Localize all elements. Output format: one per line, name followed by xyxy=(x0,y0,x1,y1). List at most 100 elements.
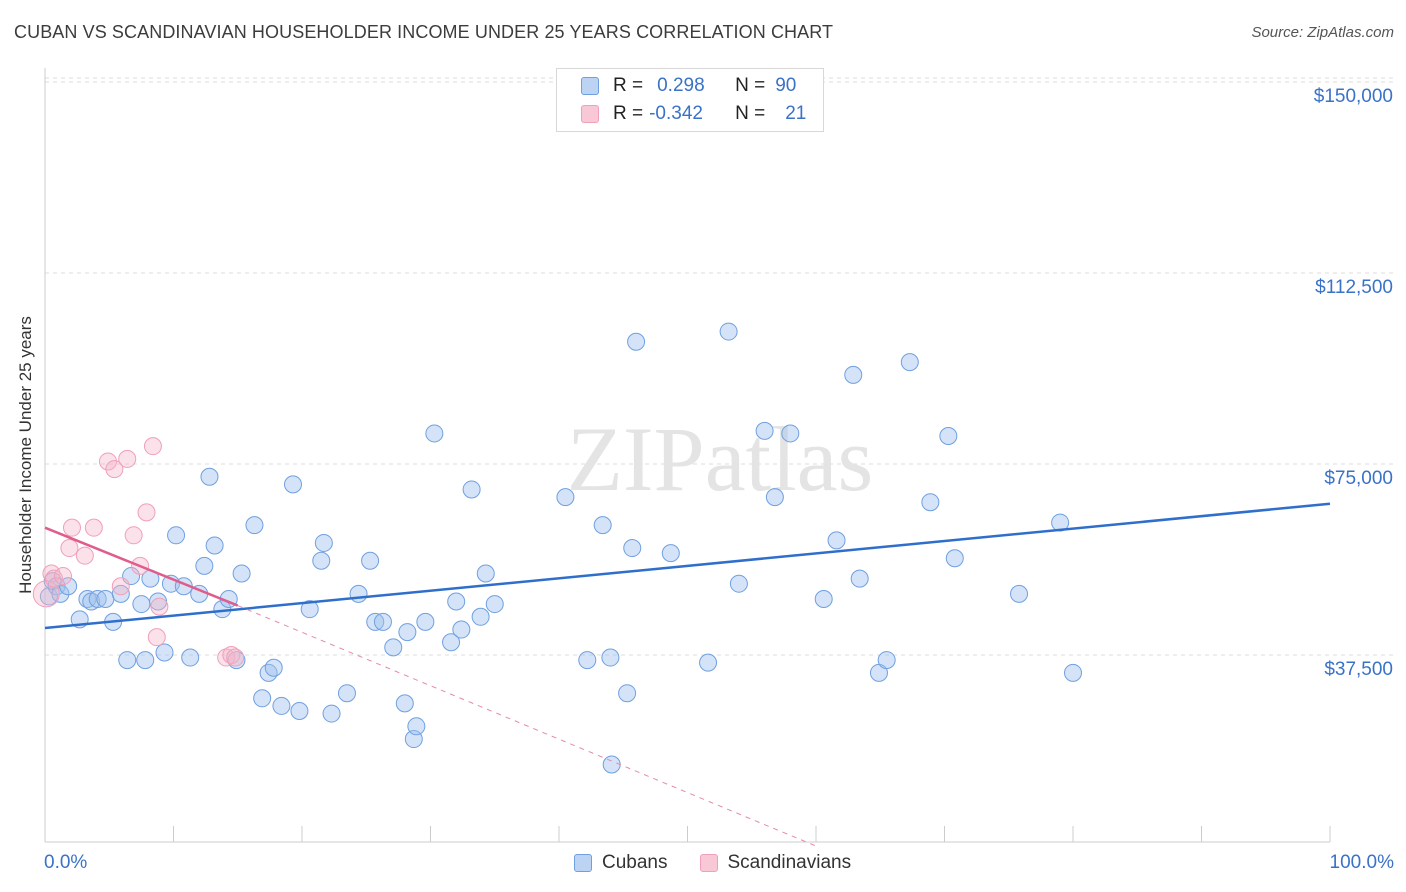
cuban-point xyxy=(471,607,490,626)
cuban-point xyxy=(39,587,58,606)
trend-lines xyxy=(44,502,1331,847)
cuban-point xyxy=(132,595,151,614)
cuban-point xyxy=(337,684,356,703)
cuban-point xyxy=(407,717,426,736)
cuban-point xyxy=(452,620,471,639)
chart-title: CUBAN VS SCANDINAVIAN HOUSEHOLDER INCOME… xyxy=(14,22,834,42)
cuban-point xyxy=(51,584,70,603)
r-value: 0.298 xyxy=(657,75,705,96)
cuban-point xyxy=(699,653,718,672)
cuban-point xyxy=(578,651,597,670)
scandinavian-point xyxy=(62,518,81,537)
cuban-point xyxy=(259,663,278,682)
scandinavian-point xyxy=(105,460,124,479)
cuban-point xyxy=(205,536,224,555)
watermark: ZIPatlas xyxy=(567,408,874,510)
scandinavians-trend-extension xyxy=(237,605,817,847)
cuban-point xyxy=(195,556,214,575)
legend-label: Scandinavians xyxy=(727,852,852,873)
scandinavian-point xyxy=(118,449,137,468)
cuban-point xyxy=(556,488,575,507)
n-label: N = xyxy=(735,75,766,96)
cuban-point xyxy=(272,696,291,715)
cuban-point xyxy=(373,612,392,631)
cuban-point xyxy=(442,633,461,652)
cuban-point xyxy=(284,475,303,494)
cuban-point xyxy=(111,584,130,603)
scandinavian-point xyxy=(147,628,166,647)
cuban-point xyxy=(88,589,107,608)
cuban-point xyxy=(877,651,896,670)
blue-swatch-icon xyxy=(581,77,599,95)
cuban-point xyxy=(719,322,738,341)
cuban-point xyxy=(765,488,784,507)
cuban-point xyxy=(814,589,833,608)
cuban-point xyxy=(366,612,385,631)
scandinavian-point xyxy=(75,546,94,565)
cuban-point xyxy=(755,421,774,440)
scandinavian-point xyxy=(84,518,103,537)
cuban-point xyxy=(96,589,115,608)
cuban-point xyxy=(827,531,846,550)
axes xyxy=(44,68,1331,843)
scandinavian-point xyxy=(124,526,143,545)
cuban-point xyxy=(945,549,964,568)
cuban-point xyxy=(601,648,620,667)
cuban-point xyxy=(844,365,863,384)
scandinavians-points xyxy=(32,437,245,667)
cuban-point xyxy=(593,516,612,535)
r-label: R = xyxy=(613,75,644,96)
cuban-point xyxy=(462,480,481,499)
cuban-point xyxy=(59,577,78,596)
cuban-point xyxy=(729,574,748,593)
n-value: 21 xyxy=(785,103,807,124)
source-label: Source: ZipAtlas.com xyxy=(1251,24,1394,41)
cuban-point xyxy=(602,755,621,774)
cuban-point xyxy=(253,689,272,708)
cuban-point xyxy=(781,424,800,443)
cuban-point xyxy=(425,424,444,443)
stats-legend: R = 0.298 N = 90 R = -0.342 N = 21 xyxy=(556,68,824,132)
cuban-point xyxy=(300,600,319,619)
scandinavian-point xyxy=(98,452,117,471)
cuban-point xyxy=(384,638,403,657)
cuban-point xyxy=(416,612,435,631)
cuban-point xyxy=(1064,663,1082,682)
scandinavian-point xyxy=(137,503,156,522)
cuban-point xyxy=(232,564,251,583)
scandinavian-point xyxy=(150,597,169,616)
cuban-point xyxy=(290,702,309,721)
n-value: 90 xyxy=(775,75,797,96)
legend-row-scandinavians: R = -0.342 N = 21 xyxy=(581,103,806,125)
legend-label: Cubans xyxy=(602,852,668,873)
y-axis-label: Householder Income Under 25 years xyxy=(16,316,35,594)
cuban-point xyxy=(167,526,186,545)
scandinavian-point xyxy=(53,567,72,586)
cuban-point xyxy=(618,684,637,703)
r-label: R = xyxy=(613,103,644,124)
scandinavians-trend-line xyxy=(44,526,239,607)
y-tick-label: $37,500 xyxy=(1324,659,1393,680)
cuban-point xyxy=(322,704,341,723)
cuban-point xyxy=(398,623,417,642)
blue-swatch-icon xyxy=(574,854,592,872)
cuban-point xyxy=(118,651,137,670)
x-tick-label-max: 100.0% xyxy=(1329,852,1394,873)
cuban-point xyxy=(1010,584,1029,603)
cuban-point xyxy=(312,551,331,570)
cuban-point xyxy=(850,569,869,588)
cuban-point xyxy=(181,648,200,667)
cuban-point xyxy=(155,643,174,662)
cuban-point xyxy=(661,544,680,563)
cubans-points xyxy=(39,322,1082,774)
cubans-trend-line xyxy=(44,502,1331,630)
cuban-point xyxy=(939,426,958,445)
y-tick-label: $112,500 xyxy=(1315,277,1393,298)
x-tick-label-min: 0.0% xyxy=(44,852,88,873)
r-value: -0.342 xyxy=(649,103,703,124)
scandinavian-point xyxy=(143,437,162,456)
legend-item-cubans: Cubans xyxy=(574,852,668,874)
pink-swatch-icon xyxy=(699,854,718,872)
cuban-point xyxy=(361,551,380,570)
